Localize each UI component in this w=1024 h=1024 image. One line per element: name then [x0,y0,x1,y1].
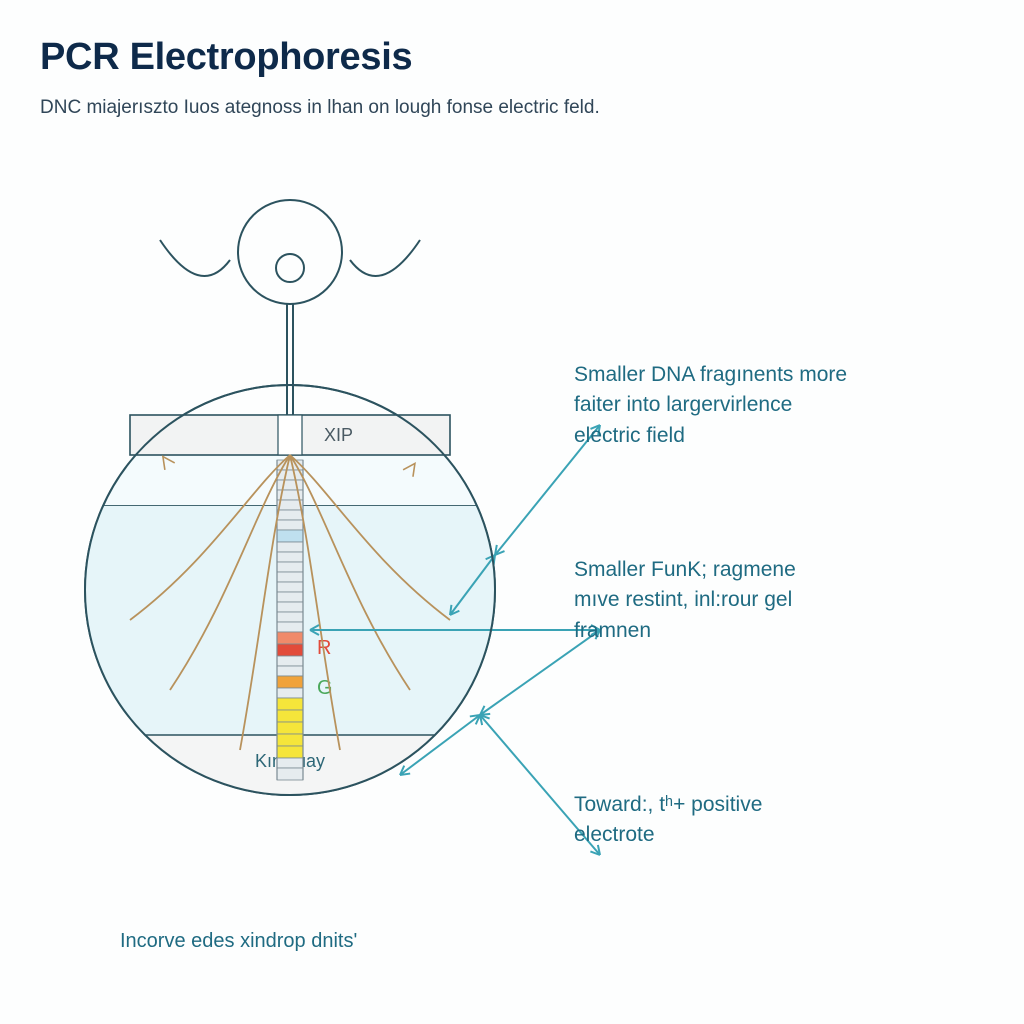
callout-1-line-2: faiter into largervirlence [574,393,792,416]
callout-1-line-1: Smaller DNA fragınents more [574,363,847,386]
diagram: KımituayXIPRG [40,160,540,920]
callout-3-line-2: electrote [574,823,655,846]
page-title: PCR Electrophoresis [40,36,984,79]
svg-text:XIP: XIP [324,425,353,445]
callout-3-line-1: Toward:, tʰ+ positive [574,793,762,816]
callout-2: Smaller FunK; ragmene mıve restint, inl:… [574,555,796,646]
electrophoresis-svg: KımituayXIPRG [40,160,660,940]
callout-1-line-3: electric field [574,424,685,447]
bottom-caption: Incorve edes xindrop dnits' [120,930,357,953]
callout-3: Toward:, tʰ+ positive electrote [574,790,762,851]
callout-2-line-2: mıve restint, inl:rour gel [574,588,792,611]
page: PCR Electrophoresis DNC miajerıszto Iuos… [0,0,1024,1024]
page-subtitle: DNC miajerıszto Iuos ategnoss in lhan on… [40,97,984,119]
callout-2-line-1: Smaller FunK; ragmene [574,558,796,581]
callout-1: Smaller DNA fragınents more faiter into … [574,360,847,451]
callout-2-line-3: framnen [574,619,651,642]
